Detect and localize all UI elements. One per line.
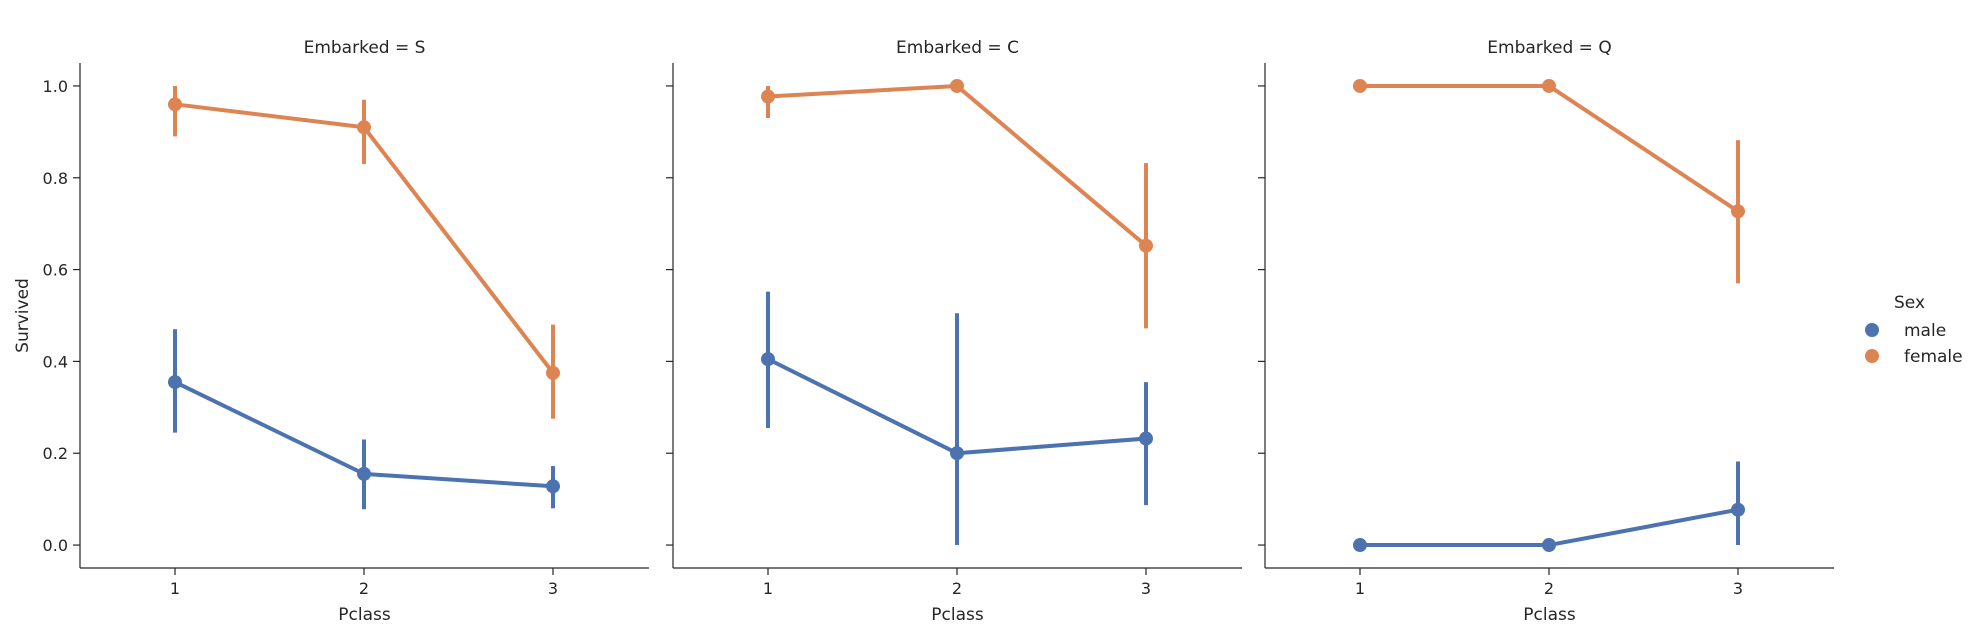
legend-marker-male xyxy=(1865,323,1879,337)
data-point xyxy=(546,479,560,494)
legend: Sex male female xyxy=(1865,293,1963,367)
x-axis-label: Pclass xyxy=(1523,605,1576,625)
data-point xyxy=(950,78,964,93)
series-male xyxy=(1353,461,1745,553)
series-line xyxy=(1360,83,1740,213)
y-tick-label: 1.0 xyxy=(43,77,68,96)
series-female xyxy=(168,85,560,419)
x-tick-label: 2 xyxy=(359,579,369,598)
series-male xyxy=(761,291,1153,546)
data-point xyxy=(1139,431,1153,446)
data-point xyxy=(168,97,182,112)
legend-marker-female xyxy=(1865,349,1879,363)
x-tick-label: 1 xyxy=(170,579,180,598)
series-female xyxy=(761,78,1153,329)
x-tick-label: 2 xyxy=(1544,579,1554,598)
data-point xyxy=(1353,78,1367,93)
x-tick-label: 1 xyxy=(763,579,773,598)
legend-label-male: male xyxy=(1904,321,1946,341)
facet-title: Embarked = C xyxy=(896,38,1019,58)
x-tick-label: 2 xyxy=(952,579,962,598)
y-tick-label: 0.4 xyxy=(43,352,68,371)
facet-panel: Embarked = Q 1 2 3 Pclass xyxy=(1258,38,1834,625)
facets: Embarked = S 0.0 0.2 0.4 0.6 0.8 1.0 1 2 3 Pclass S… xyxy=(13,38,1834,625)
x-tick-label: 3 xyxy=(1733,579,1743,598)
facet-panel: Embarked = S 0.0 0.2 0.4 0.6 0.8 1.0 1 2 3 Pclass S… xyxy=(13,38,649,625)
data-point xyxy=(1139,238,1153,253)
data-point xyxy=(1731,204,1745,219)
data-point xyxy=(1542,78,1556,93)
y-tick-label: 0.2 xyxy=(43,444,68,463)
y-tick-label: 0.8 xyxy=(43,169,68,188)
x-axis-label: Pclass xyxy=(338,605,391,625)
data-point xyxy=(1542,538,1556,553)
data-point xyxy=(168,375,182,390)
data-point xyxy=(1353,538,1367,553)
legend-title: Sex xyxy=(1894,293,1925,313)
data-point xyxy=(950,446,964,461)
x-tick-label: 1 xyxy=(1355,579,1365,598)
y-tick-label: 0.0 xyxy=(43,536,68,555)
data-point xyxy=(546,365,560,380)
data-point xyxy=(761,352,775,367)
legend-label-female: female xyxy=(1904,347,1963,367)
y-tick-label: 0.6 xyxy=(43,261,68,280)
x-tick-label: 3 xyxy=(548,579,558,598)
data-point xyxy=(1731,502,1745,517)
y-axis-label: Survived xyxy=(13,278,33,353)
x-axis-label: Pclass xyxy=(931,605,984,625)
series-male xyxy=(168,329,560,510)
x-tick-label: 3 xyxy=(1141,579,1151,598)
data-point xyxy=(761,89,775,104)
data-point xyxy=(357,466,371,481)
series-female xyxy=(1353,78,1745,284)
facet-title: Embarked = Q xyxy=(1487,38,1611,58)
series-line xyxy=(767,83,1148,248)
data-point xyxy=(357,120,371,135)
facet-title: Embarked = S xyxy=(304,38,426,58)
facet-panel: Embarked = C 1 2 3 Pclass xyxy=(666,38,1242,625)
